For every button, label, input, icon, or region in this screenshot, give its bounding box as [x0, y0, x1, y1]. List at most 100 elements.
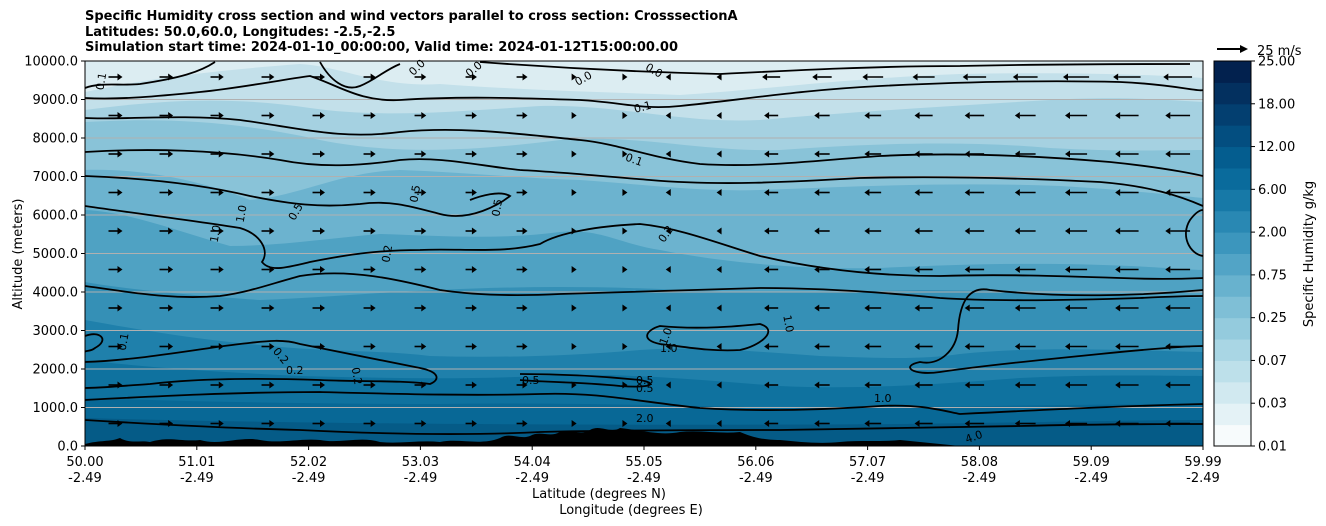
wind-arrow-head: [864, 343, 870, 350]
wind-arrow-head: [1115, 304, 1121, 312]
wind-arrow-head: [1115, 227, 1121, 235]
contour-line-1-0: [85, 333, 104, 353]
x-tick-label-lon: -2.49: [627, 471, 661, 486]
colorbar-swatch: [1214, 103, 1251, 126]
contour-line-0-0c: [479, 61, 1191, 75]
wind-arrow-head: [864, 381, 870, 389]
wind-arrow-head: [1165, 420, 1171, 427]
wind-arrow-head: [762, 73, 768, 81]
wind-arrow-head: [1165, 381, 1171, 389]
contour-label: 1.0: [657, 326, 675, 347]
y-tick-label: 7000.0: [33, 170, 79, 185]
wind-arrow-head: [168, 73, 174, 81]
contour-label: 1.0: [234, 204, 250, 223]
wind-arrow-head: [1165, 189, 1171, 196]
wind-arrow-head: [764, 150, 770, 158]
wind-arrow-head: [571, 266, 577, 273]
wind-arrow-head: [1014, 420, 1020, 427]
x-tick-label-lat: 57.07: [849, 455, 886, 470]
contour-line-0-2: [85, 149, 1203, 207]
colorbar-swatch: [1214, 210, 1251, 233]
wind-arrow-head: [471, 227, 477, 235]
wind-arrow-head: [1014, 189, 1020, 196]
wind-arrow-head: [716, 420, 722, 427]
wind-vectors: [108, 73, 1193, 427]
wind-arrow-head: [964, 189, 970, 196]
wind-arrow-head: [1115, 189, 1121, 196]
wind-arrow-head: [1064, 381, 1070, 389]
x-tick-label-lon: -2.49: [515, 471, 549, 486]
x-tick-label-lat: 54.04: [514, 455, 551, 470]
wind-arrow-head: [168, 343, 174, 350]
contour-line-0-0b: [319, 61, 401, 89]
wind-arrow-head: [522, 112, 528, 119]
wind-arrow-head: [269, 73, 275, 81]
wind-arrow-head: [320, 112, 326, 119]
wind-arrow-head: [1115, 343, 1121, 350]
wind-arrow-head: [421, 150, 427, 158]
wind-arrow-head: [764, 189, 770, 196]
wind-arrow-head: [716, 227, 722, 235]
colorbar-tick-label: 0.01: [1258, 440, 1287, 455]
wind-arrow-head: [964, 150, 970, 158]
wind-arrow-head: [1064, 227, 1070, 235]
wind-arrow-head: [218, 343, 224, 350]
wind-arrow-head: [622, 266, 628, 273]
quiver-key: 25 m/s: [1217, 44, 1302, 59]
wind-arrow-head: [117, 189, 123, 196]
wind-arrow-head: [964, 420, 970, 427]
x-tick-label-lat: 51.01: [178, 455, 215, 470]
x-tick-label-lon: -2.49: [739, 471, 773, 486]
wind-arrow-head: [864, 189, 870, 196]
wind-arrow-head: [522, 420, 528, 427]
wind-arrow-head: [269, 381, 275, 389]
contour-label: 2.0: [636, 412, 654, 425]
contour-label: 1.0: [780, 314, 796, 333]
contour-label: 0.1: [633, 99, 653, 116]
colorbar-swatch: [1214, 296, 1251, 319]
wind-arrow-head: [1014, 304, 1020, 312]
wind-arrow-head: [864, 150, 870, 158]
wind-arrow-head: [812, 73, 818, 81]
colorbar-swatch: [1214, 424, 1251, 447]
wind-arrow-head: [522, 227, 528, 235]
wind-arrow-head: [1115, 112, 1121, 119]
contour-label: 0.2: [349, 366, 365, 385]
wind-arrow-head: [571, 112, 577, 119]
wind-arrow-head: [168, 189, 174, 196]
wind-arrow-head: [1113, 73, 1119, 81]
x-tick-label-lat: 58.08: [961, 455, 998, 470]
wind-arrow-head: [914, 112, 920, 119]
wind-arrow-head: [218, 227, 224, 235]
wind-arrow-head: [421, 227, 427, 235]
wind-arrow-head: [716, 73, 722, 81]
wind-arrow-head: [914, 420, 920, 427]
colorbar-swatch: [1214, 125, 1251, 148]
wind-arrow-head: [168, 266, 174, 273]
wind-arrow-head: [370, 150, 376, 158]
x-tick-label-lat: 50.00: [66, 455, 103, 470]
contour-label: 0.5: [489, 198, 505, 217]
colorbar-swatch: [1214, 274, 1251, 297]
colorbar-swatch: [1214, 253, 1251, 276]
wind-arrow-head: [814, 150, 820, 158]
wind-arrow-head: [471, 266, 477, 273]
contour-line-4-0: [85, 419, 1203, 436]
quiver-key-arrowhead: [1240, 45, 1248, 53]
wind-arrow-head: [716, 381, 722, 389]
wind-arrow-head: [370, 304, 376, 312]
wind-arrow-head: [320, 189, 326, 196]
wind-arrow-head: [622, 381, 628, 389]
wind-arrow-head: [522, 304, 528, 312]
contour-line-0-1: [85, 75, 1203, 108]
x-axis-label-2: Longitude (degrees E): [559, 503, 703, 518]
wind-arrow-head: [1064, 189, 1070, 196]
wind-arrow-head: [814, 343, 820, 350]
wind-arrow-head: [117, 150, 123, 158]
wind-arrow-head: [522, 343, 528, 350]
contour-line-0-5b: [85, 272, 1203, 302]
wind-arrow-head: [421, 73, 427, 81]
y-tick-label: 8000.0: [33, 132, 79, 147]
wind-arrow-head: [864, 304, 870, 312]
wind-arrow-head: [269, 227, 275, 235]
